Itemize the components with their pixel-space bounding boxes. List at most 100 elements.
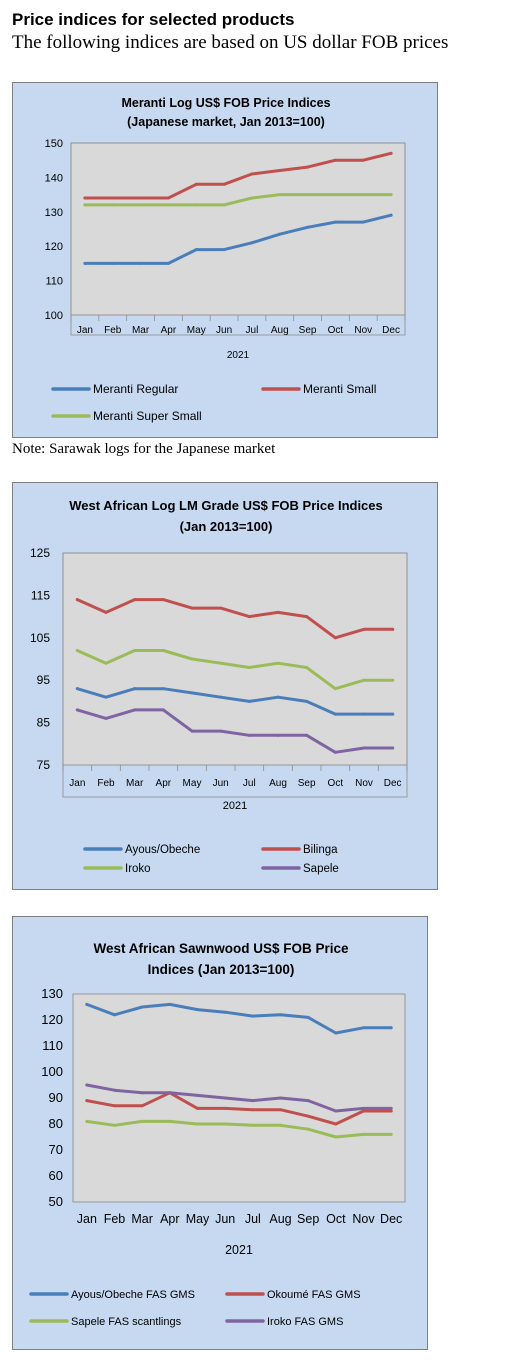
y-tick-label: 125 xyxy=(30,546,50,560)
y-tick-label: 140 xyxy=(45,172,63,184)
x-tick-label: Dec xyxy=(382,325,400,336)
chart-title-line: (Japanese market, Jan 2013=100) xyxy=(127,115,325,129)
x-axis-label: 2021 xyxy=(227,350,250,361)
data-point xyxy=(139,261,143,265)
data-point xyxy=(168,1119,172,1123)
chart-title-line: West African Log LM Grade US$ FOB Price … xyxy=(69,498,383,513)
x-tick-label: Feb xyxy=(104,325,122,336)
data-point xyxy=(251,1123,255,1127)
legend-label: Bilinga xyxy=(303,844,338,856)
x-tick-label: Aug xyxy=(271,325,289,336)
data-point xyxy=(113,1123,116,1127)
data-point xyxy=(85,1119,89,1123)
data-point xyxy=(306,1015,310,1019)
x-tick-label: Nov xyxy=(352,1212,375,1226)
y-tick-label: 50 xyxy=(49,1194,63,1209)
y-tick-label: 130 xyxy=(41,986,63,1001)
data-point xyxy=(196,1008,199,1012)
data-point xyxy=(139,203,143,207)
data-point xyxy=(247,733,251,737)
data-point xyxy=(85,1099,89,1103)
data-point xyxy=(334,1109,338,1113)
data-point xyxy=(306,1114,310,1118)
series-line-2 xyxy=(83,151,393,200)
west-african-log-chart: West African Log LM Grade US$ FOB Price … xyxy=(12,482,438,890)
data-point xyxy=(133,708,137,712)
data-point xyxy=(247,699,251,703)
data-point xyxy=(166,203,170,207)
data-point xyxy=(223,1122,227,1126)
data-point xyxy=(333,193,337,197)
data-point xyxy=(75,708,79,712)
x-tick-label: Dec xyxy=(380,1212,402,1226)
x-tick-label: Dec xyxy=(384,778,402,789)
y-tick-label: 95 xyxy=(37,673,51,687)
data-point xyxy=(111,196,115,200)
legend-label: Sapele FAS scantlings xyxy=(71,1316,182,1328)
legend-label: Ayous/Obeche xyxy=(125,844,200,856)
data-point xyxy=(161,649,165,653)
data-point xyxy=(75,598,79,602)
data-point xyxy=(276,733,280,737)
data-point xyxy=(333,687,337,691)
data-point xyxy=(247,665,251,669)
x-tick-label: Oct xyxy=(328,778,344,789)
data-point xyxy=(223,1096,227,1100)
x-tick-label: Mar xyxy=(131,1212,153,1226)
data-point xyxy=(133,649,137,653)
data-point xyxy=(362,627,366,631)
data-point xyxy=(113,1104,116,1108)
data-point xyxy=(85,1002,89,1006)
y-tick-label: 105 xyxy=(30,631,50,645)
data-point xyxy=(334,1031,338,1035)
x-tick-label: Oct xyxy=(328,325,344,336)
y-tick-label: 110 xyxy=(45,276,63,288)
series-line-1 xyxy=(85,1002,393,1035)
chart-title-line: (Jan 2013=100) xyxy=(180,519,273,534)
data-point xyxy=(391,746,395,750)
x-axis-label: 2021 xyxy=(223,800,247,812)
x-tick-label: Mar xyxy=(132,325,150,336)
data-point xyxy=(140,1005,144,1009)
data-point xyxy=(334,1122,338,1126)
data-point xyxy=(391,712,395,716)
chart-title-line: Indices (Jan 2013=100) xyxy=(148,962,295,977)
data-point xyxy=(190,691,194,695)
x-tick-label: May xyxy=(186,1212,210,1226)
plot-frame xyxy=(62,552,408,798)
x-tick-label: Jun xyxy=(213,778,229,789)
data-point xyxy=(168,1002,172,1006)
x-tick-label: Nov xyxy=(354,325,372,336)
data-point xyxy=(75,649,79,653)
x-tick-label: Apr xyxy=(161,325,177,336)
data-point xyxy=(140,1104,144,1108)
west-african-log-chart-svg: West African Log LM Grade US$ FOB Price … xyxy=(30,498,408,875)
x-tick-label: Jan xyxy=(69,778,85,789)
series-line-4 xyxy=(85,1083,393,1113)
data-point xyxy=(250,196,254,200)
y-tick-label: 90 xyxy=(49,1090,63,1105)
data-point xyxy=(333,158,337,162)
data-point xyxy=(278,169,282,173)
data-point xyxy=(389,1132,393,1136)
data-point xyxy=(305,615,309,619)
data-point xyxy=(251,1108,255,1112)
data-point xyxy=(194,182,198,186)
x-tick-label: May xyxy=(187,325,206,336)
data-point xyxy=(190,606,194,610)
y-tick-label: 150 xyxy=(45,138,63,150)
data-point xyxy=(223,1010,227,1014)
x-tick-label: Jan xyxy=(77,325,93,336)
data-point xyxy=(194,248,198,252)
data-point xyxy=(389,151,393,155)
data-point xyxy=(104,695,108,699)
data-point xyxy=(194,203,198,207)
y-tick-label: 120 xyxy=(41,1012,63,1027)
data-point xyxy=(250,172,254,176)
data-point xyxy=(161,708,165,712)
data-point xyxy=(113,1088,116,1092)
data-point xyxy=(306,1127,310,1131)
data-point xyxy=(139,196,143,200)
data-point xyxy=(83,261,87,265)
data-point xyxy=(362,1109,365,1113)
